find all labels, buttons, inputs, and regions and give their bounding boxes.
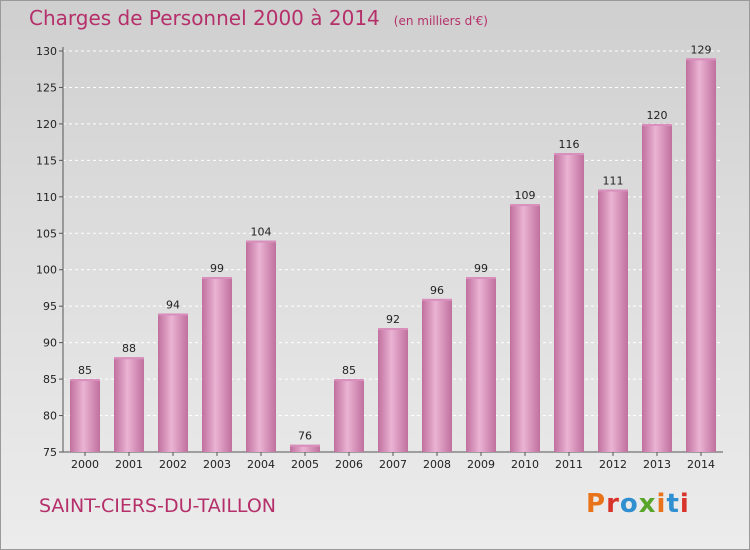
logo-letter: P <box>586 489 607 519</box>
y-tick-label: 115 <box>36 154 57 167</box>
bar-top <box>290 444 320 447</box>
bar <box>554 153 584 452</box>
x-tick-label: 2008 <box>423 458 451 471</box>
bars <box>70 58 716 453</box>
data-label: 88 <box>122 342 136 355</box>
bar <box>70 379 100 452</box>
chart-title-block: Charges de Personnel 2000 à 2014 (en mill… <box>29 6 488 30</box>
x-tick-label: 2005 <box>291 458 319 471</box>
x-tick-label: 2007 <box>379 458 407 471</box>
logo-letter: t <box>666 489 680 519</box>
bar <box>378 328 408 452</box>
bar-top <box>510 204 540 207</box>
bar-top <box>642 123 672 126</box>
data-label: 85 <box>342 364 356 377</box>
data-label: 94 <box>166 298 180 311</box>
bar-top <box>246 240 276 243</box>
x-tick-label: 2010 <box>511 458 539 471</box>
logo-letter: x <box>638 489 657 519</box>
bar-top <box>202 277 232 280</box>
bar-top <box>378 328 408 331</box>
bar <box>246 240 276 452</box>
bar-top <box>554 153 584 156</box>
place-name: SAINT-CIERS-DU-TAILLON <box>39 495 276 517</box>
x-tick-label: 2013 <box>643 458 671 471</box>
x-tick-label: 2014 <box>687 458 715 471</box>
x-tick-label: 2003 <box>203 458 231 471</box>
bar <box>334 379 364 452</box>
x-tick-label: 2009 <box>467 458 495 471</box>
x-tick-label: 2011 <box>555 458 583 471</box>
chart-title: Charges de Personnel 2000 à 2014 <box>29 6 380 30</box>
logo-letter: o <box>619 489 639 519</box>
y-tick-label: 90 <box>43 337 57 350</box>
logo-letter: r <box>606 489 620 519</box>
bar-top <box>466 277 496 280</box>
data-label: 92 <box>386 313 400 326</box>
y-tick-label: 110 <box>36 191 57 204</box>
labels: 85 88 94 99 104 76 85 92 96 99 109 116 111 120 129 <box>78 43 712 442</box>
data-label: 111 <box>603 175 624 188</box>
x-tick-label: 2004 <box>247 458 275 471</box>
bar <box>114 357 144 452</box>
bar-top <box>334 379 364 382</box>
data-label: 120 <box>647 109 668 122</box>
data-label: 99 <box>210 262 224 275</box>
x-tick-label: 2006 <box>335 458 363 471</box>
bar-top <box>158 313 188 316</box>
data-label: 96 <box>430 284 444 297</box>
bar <box>510 204 540 452</box>
logo-letter: i <box>656 489 667 519</box>
data-label: 104 <box>251 226 272 239</box>
data-label: 109 <box>515 189 536 202</box>
bar <box>202 277 232 452</box>
y-tick-label: 100 <box>36 264 57 277</box>
x-tick-label: 2012 <box>599 458 627 471</box>
data-label: 76 <box>298 430 312 443</box>
bar-top <box>598 189 628 192</box>
bar <box>290 444 320 452</box>
bar-top <box>686 58 716 61</box>
chart-subtitle: (en milliers d'€) <box>393 14 488 28</box>
y-tick-label: 80 <box>43 410 57 423</box>
data-label: 99 <box>474 262 488 275</box>
proxiti-logo[interactable]: Proxiti <box>586 489 690 519</box>
bar <box>642 123 672 452</box>
data-label: 129 <box>691 43 712 56</box>
y-tick-label: 75 <box>43 446 57 459</box>
x-tick-label: 2000 <box>71 458 99 471</box>
y-tick-label: 105 <box>36 227 57 240</box>
data-label: 85 <box>78 364 92 377</box>
y-tick-label: 125 <box>36 81 57 94</box>
bar <box>598 189 628 452</box>
y-tick-label: 95 <box>43 300 57 313</box>
y-tick-label: 120 <box>36 118 57 131</box>
bar <box>686 58 716 453</box>
bar-top <box>114 357 144 360</box>
bar <box>422 298 452 452</box>
bar <box>466 277 496 452</box>
y-tick-label: 130 <box>36 45 57 58</box>
data-label: 116 <box>559 138 580 151</box>
logo-letter: i <box>679 489 690 519</box>
y-tick-label: 85 <box>43 373 57 386</box>
bar <box>158 313 188 452</box>
bar-top <box>422 298 452 301</box>
bar-top <box>70 379 100 382</box>
x-tick-label: 2001 <box>115 458 143 471</box>
x-tick-label: 2002 <box>159 458 187 471</box>
